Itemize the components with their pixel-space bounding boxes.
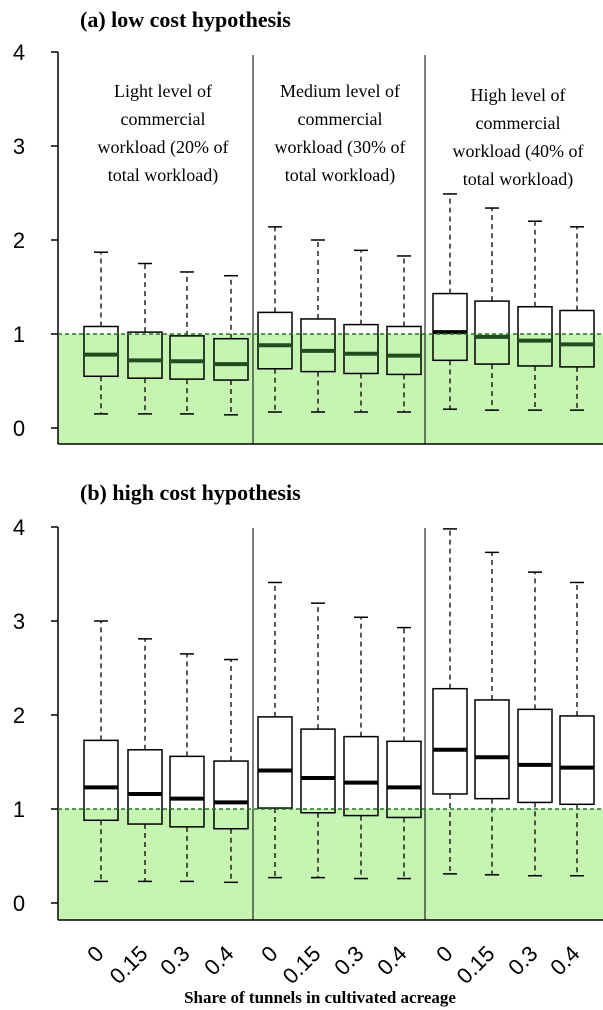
box-2 [127,638,163,883]
box-iqr [257,311,293,370]
box-10 [474,207,510,411]
box-12 [559,581,595,877]
box-iqr [474,300,510,365]
y-tick-label: 3 [13,134,25,159]
panel-title: (a) low cost hypothesis [80,7,291,32]
box-iqr [257,716,293,809]
group-label-line: commercial [476,113,561,133]
y-tick-label: 1 [13,322,25,347]
y-tick-label: 4 [13,40,25,65]
box-6 [300,239,336,413]
panel-a-low-cost: 0 1 2 3 4 (a) low cost hypothesis Light level … [13,7,603,445]
box-1 [83,251,119,415]
box-iqr [83,325,119,378]
x-tick-label: 0 [431,941,457,967]
group-label-line: workload (30% of [275,137,406,158]
box-iqr [386,325,422,376]
box-iqr [127,749,163,825]
group-label-line: total workload) [463,169,573,190]
box-7 [343,249,379,413]
box-3 [169,653,205,883]
box-12 [559,226,595,411]
box-iqr [213,337,249,381]
box-4 [213,274,249,416]
box-10 [474,551,510,876]
group-label-line: High level of [471,85,566,105]
box-iqr [386,740,422,819]
box-iqr [474,699,510,800]
box-7 [343,616,379,880]
box-iqr [300,728,336,814]
y-tick-label: 2 [13,228,25,253]
box-iqr [517,305,553,367]
x-tick-label: 0.4 [545,941,584,980]
x-tick-label: 0.3 [329,941,368,980]
group-label-line: total workload) [108,165,218,186]
box-9 [432,193,468,410]
box-5 [257,226,293,413]
y-tick-label: 1 [13,797,25,822]
box-11 [517,571,553,877]
group-label-line: total workload) [285,165,395,186]
group-label-line: commercial [121,109,206,129]
box-iqr [559,715,595,806]
box-iqr [169,755,205,828]
box-iqr [300,318,336,373]
box-11 [517,220,553,411]
group-label-line: commercial [298,109,383,129]
box-iqr [559,309,595,368]
group-label-line: workload (40% of [453,141,584,162]
x-tick-label: 0.3 [503,941,542,980]
box-3 [169,271,205,415]
box-iqr [343,323,379,375]
panel-title: (b) high cost hypothesis [80,480,301,505]
box-8 [386,255,422,413]
group-label-line: workload (20% of [98,137,229,158]
box-iqr [517,708,553,804]
x-tick-label: 0 [256,941,282,967]
box-5 [257,581,293,879]
y-tick-label: 0 [13,416,25,441]
box-8 [386,626,422,880]
box-iqr [432,292,468,362]
box-iqr [432,687,468,795]
x-tick-label: 0.15 [278,941,326,989]
group-label-line: Medium level of [280,81,400,101]
y-tick-label: 4 [13,515,25,540]
box-9 [432,528,468,875]
box-iqr [343,735,379,817]
box-2 [127,262,163,415]
panel-b-high-cost: 0 1 2 3 4 (b) high cost hypothesis [13,480,603,921]
box-iqr [127,331,163,379]
y-tick-label: 2 [13,703,25,728]
x-tick-label: 0.15 [105,941,153,989]
box-1 [83,620,119,883]
group-label-line: Light level of [114,81,212,101]
x-axis-tick-labels: 00.15 0.3 0.4 00.15 0.3 0.4 00.15 0.3 0.4 [82,941,584,989]
x-tick-label: 0.3 [155,941,194,980]
x-tick-label: 0.15 [452,941,500,989]
box-iqr [83,739,119,822]
x-tick-label: 0.4 [372,941,411,980]
x-tick-label: 0.4 [199,941,238,980]
box-6 [300,602,336,879]
x-axis-title: Share of tunnels in cultivated acreage [184,988,456,1007]
box-iqr [213,760,249,830]
shaded-region-below-1 [58,809,603,920]
y-tick-label: 0 [13,891,25,916]
box-iqr [169,335,205,380]
y-tick-label: 3 [13,609,25,634]
x-tick-label: 0 [82,941,108,967]
box-4 [213,658,249,884]
